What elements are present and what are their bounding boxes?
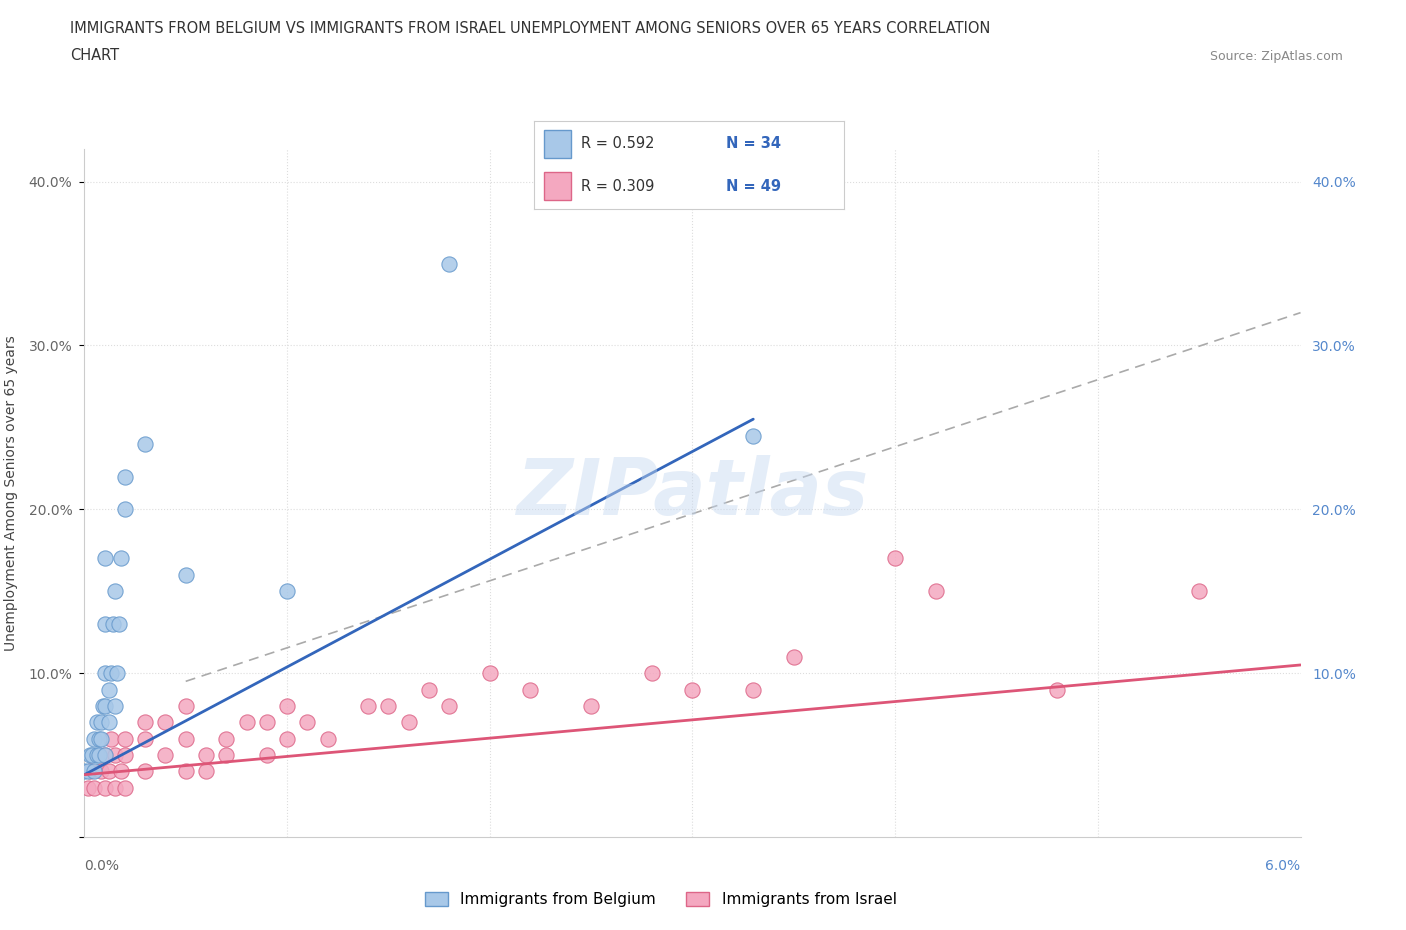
Text: 0.0%: 0.0%	[84, 858, 120, 872]
Point	[641, 666, 664, 681]
Point	[742, 428, 765, 443]
Point	[925, 584, 948, 599]
Point	[682, 682, 704, 697]
Point	[108, 617, 131, 631]
Point	[90, 715, 112, 730]
Point	[256, 748, 278, 763]
Text: ZIPatlas: ZIPatlas	[516, 455, 869, 531]
Point	[104, 698, 127, 713]
Point	[93, 617, 115, 631]
Point	[195, 764, 218, 779]
Point	[93, 748, 115, 763]
Point	[134, 764, 156, 779]
Point	[104, 780, 127, 795]
Point	[418, 682, 440, 697]
Text: CHART: CHART	[70, 48, 120, 63]
Point	[478, 666, 501, 681]
Point	[174, 567, 197, 582]
Point	[1188, 584, 1211, 599]
Point	[100, 666, 122, 681]
Point	[86, 715, 108, 730]
Point	[110, 551, 132, 565]
Point	[114, 780, 136, 795]
Point	[276, 698, 298, 713]
Y-axis label: Unemployment Among Seniors over 65 years: Unemployment Among Seniors over 65 years	[4, 335, 17, 651]
Point	[90, 764, 112, 779]
Point	[79, 764, 101, 779]
Text: N = 49: N = 49	[725, 179, 782, 193]
FancyBboxPatch shape	[544, 130, 571, 158]
Point	[398, 715, 420, 730]
Point	[276, 731, 298, 746]
Point	[86, 748, 108, 763]
Point	[114, 748, 136, 763]
Point	[155, 748, 177, 763]
Point	[83, 731, 105, 746]
Point	[97, 715, 120, 730]
Point	[742, 682, 765, 697]
Point	[83, 780, 105, 795]
Point	[519, 682, 541, 697]
Point	[77, 764, 100, 779]
Point	[439, 698, 461, 713]
Point	[316, 731, 339, 746]
Text: Source: ZipAtlas.com: Source: ZipAtlas.com	[1209, 50, 1343, 63]
Text: IMMIGRANTS FROM BELGIUM VS IMMIGRANTS FROM ISRAEL UNEMPLOYMENT AMONG SENIORS OVE: IMMIGRANTS FROM BELGIUM VS IMMIGRANTS FR…	[70, 20, 991, 35]
Point	[114, 502, 136, 517]
Point	[357, 698, 380, 713]
Text: R = 0.309: R = 0.309	[581, 179, 654, 193]
Point	[579, 698, 602, 713]
Point	[174, 764, 197, 779]
Point	[134, 731, 156, 746]
Point	[87, 731, 110, 746]
Point	[114, 469, 136, 484]
Point	[105, 666, 128, 681]
Point	[110, 764, 132, 779]
Point	[174, 731, 197, 746]
Text: N = 34: N = 34	[725, 137, 782, 152]
Point	[82, 748, 104, 763]
Point	[104, 584, 127, 599]
Point	[1046, 682, 1069, 697]
Point	[297, 715, 319, 730]
Point	[93, 666, 115, 681]
Point	[93, 698, 115, 713]
Legend: Immigrants from Belgium, Immigrants from Israel: Immigrants from Belgium, Immigrants from…	[419, 885, 903, 913]
Point	[134, 715, 156, 730]
Point	[93, 551, 115, 565]
Point	[155, 715, 177, 730]
Point	[97, 682, 120, 697]
Point	[91, 698, 114, 713]
Point	[174, 698, 197, 713]
Point	[73, 764, 96, 779]
Point	[83, 764, 105, 779]
Point	[87, 748, 110, 763]
Text: 6.0%: 6.0%	[1265, 858, 1301, 872]
Point	[215, 731, 238, 746]
Point	[215, 748, 238, 763]
Point	[439, 256, 461, 271]
Point	[114, 731, 136, 746]
Point	[276, 584, 298, 599]
Point	[235, 715, 257, 730]
Text: R = 0.592: R = 0.592	[581, 137, 654, 152]
Point	[134, 436, 156, 451]
Point	[93, 748, 115, 763]
Point	[377, 698, 399, 713]
Point	[97, 764, 120, 779]
Point	[90, 731, 112, 746]
FancyBboxPatch shape	[544, 172, 571, 201]
Point	[783, 649, 806, 664]
Point	[101, 617, 124, 631]
Point	[77, 780, 100, 795]
Point	[195, 748, 218, 763]
Point	[93, 780, 115, 795]
Point	[256, 715, 278, 730]
Point	[79, 748, 101, 763]
Point	[884, 551, 907, 565]
Point	[100, 731, 122, 746]
Point	[104, 748, 127, 763]
